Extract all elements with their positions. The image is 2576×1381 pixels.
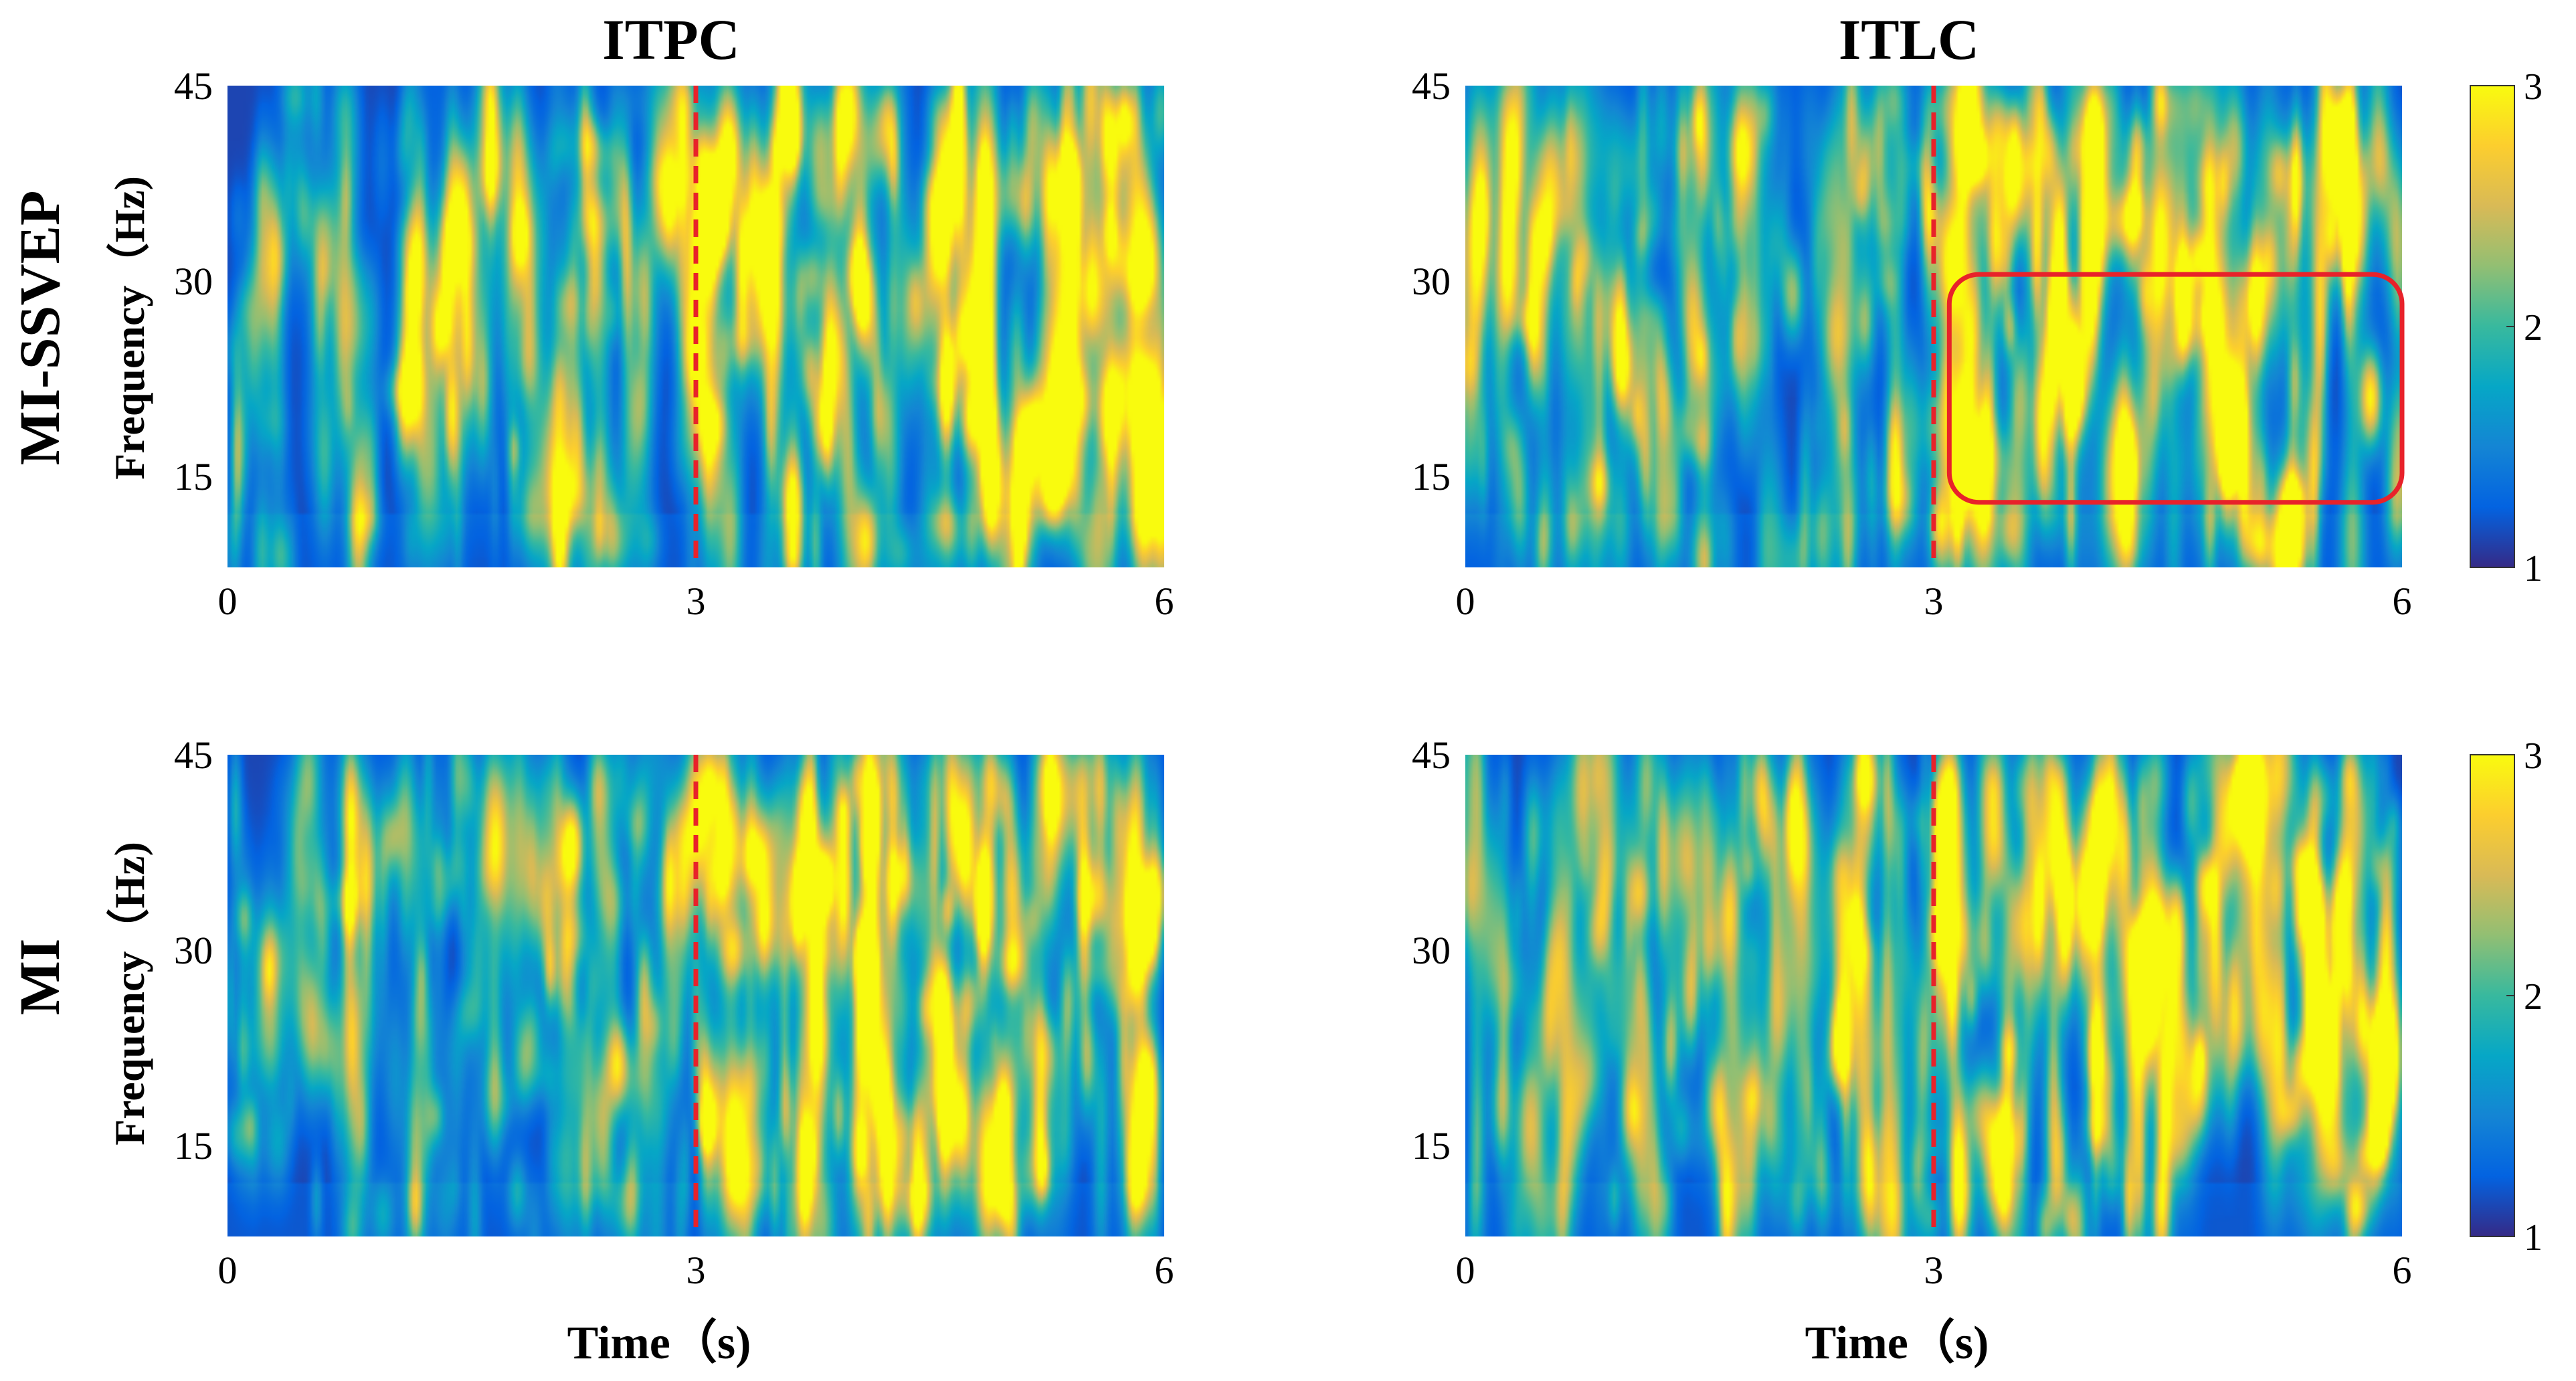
- panel-itpc-mi: 0 3 6 15 30 45: [174, 733, 1174, 1292]
- x-tick-label: 3: [1924, 1249, 1944, 1292]
- y-tick-label: 45: [1412, 733, 1451, 777]
- x-tick-label: 3: [686, 579, 706, 623]
- y-tick-label: 30: [1412, 929, 1451, 972]
- y-tick-label: 15: [1412, 455, 1451, 498]
- x-tick-label: 6: [1155, 1249, 1174, 1292]
- y-tick-label: 15: [1412, 1124, 1451, 1168]
- y-tick-label: 30: [174, 929, 213, 972]
- x-tick-label: 0: [1456, 1249, 1475, 1292]
- colorbar-tick-label: 3: [2524, 66, 2543, 108]
- y-tick-label: 15: [174, 1124, 213, 1168]
- column-title-itpc: ITPC: [602, 7, 739, 72]
- xlabel-left: Time（s): [567, 1317, 751, 1369]
- x-tick-label: 3: [1924, 579, 1944, 623]
- y-tick-label: 45: [1412, 64, 1451, 108]
- y-tick-label: 45: [174, 733, 213, 777]
- row-title-mi: MI: [7, 939, 72, 1016]
- x-tick-label: 0: [1456, 579, 1475, 623]
- colorbar-tick-label: 2: [2524, 976, 2543, 1018]
- ylabel-bottom: Frequency（Hz): [106, 842, 153, 1145]
- xlabel-right: Time（s): [1805, 1317, 1989, 1369]
- colorbar-tick-label: 1: [2524, 548, 2543, 589]
- colorbar-tick-label: 2: [2524, 307, 2543, 349]
- y-tick-label: 30: [1412, 260, 1451, 303]
- y-tick-label: 45: [174, 64, 213, 108]
- row-title-mi-ssvep: MI-SSVEP: [7, 191, 72, 466]
- panel-itpc-mi-ssvep: 0 3 6 15 30 45: [174, 64, 1174, 623]
- ylabel-top: Frequency（Hz): [106, 176, 153, 480]
- x-tick-label: 6: [2393, 579, 2412, 623]
- panel-itlc-mi-ssvep: 0 3 6 15 30 45: [1412, 64, 2412, 623]
- highlight-box: [1946, 272, 2405, 505]
- colorbar-top: 1 2 3: [2470, 66, 2543, 589]
- x-tick-label: 3: [686, 1249, 706, 1292]
- y-tick-label: 30: [174, 260, 213, 303]
- x-tick-label: 0: [218, 579, 238, 623]
- x-tick-label: 6: [1155, 579, 1174, 623]
- x-tick-label: 6: [2393, 1249, 2412, 1292]
- colorbar-tick-label: 3: [2524, 735, 2543, 777]
- column-title-itlc: ITLC: [1839, 7, 1979, 72]
- colorbar-tick-label: 1: [2524, 1217, 2543, 1259]
- colorbar-bottom: 1 2 3: [2470, 735, 2543, 1259]
- x-tick-label: 0: [218, 1249, 238, 1292]
- panel-itlc-mi: 0 3 6 15 30 45: [1412, 733, 2412, 1292]
- y-tick-label: 15: [174, 455, 213, 498]
